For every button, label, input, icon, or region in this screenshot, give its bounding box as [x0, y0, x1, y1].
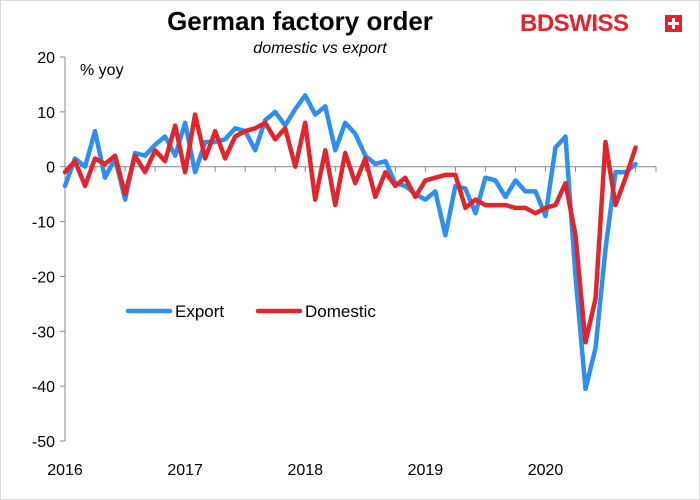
y-tick-label: 0 — [46, 160, 55, 177]
y-tick-label: -30 — [32, 324, 55, 341]
x-tick-label: 2017 — [167, 462, 203, 479]
y-tick-label: -40 — [32, 379, 55, 396]
y-tick-label: 20 — [37, 50, 55, 67]
y-axis-label: % yoy — [80, 62, 124, 79]
chart-series — [62, 93, 638, 392]
x-tick-label: 2019 — [408, 462, 444, 479]
chart-legend: Export Domestic — [125, 302, 376, 321]
x-tick-label: 2018 — [287, 462, 323, 479]
bdswiss-logo-text: BDSWISS — [520, 10, 629, 37]
chart-subtitle: domestic vs export — [253, 40, 387, 57]
x-tick-label: 2020 — [528, 462, 564, 479]
y-tick-label: -10 — [32, 215, 55, 232]
chart-axes: 20 10 0 -10 -20 -30 -40 -50 2016 2017 2018 2019 2020 — [32, 50, 657, 479]
swiss-flag-icon — [665, 15, 682, 32]
y-tick-label: -20 — [32, 269, 55, 286]
y-tick-label: -50 — [32, 434, 55, 451]
series-line-export — [62, 93, 638, 392]
legend-label-export: Export — [175, 302, 224, 321]
x-tick-label: 2016 — [47, 462, 83, 479]
chart-title: German factory order — [167, 6, 433, 36]
legend-label-domestic: Domestic — [305, 302, 376, 321]
y-tick-label: 10 — [37, 105, 55, 122]
series-line-domestic — [62, 112, 638, 345]
bdswiss-logo: BDSWISS — [520, 8, 690, 38]
